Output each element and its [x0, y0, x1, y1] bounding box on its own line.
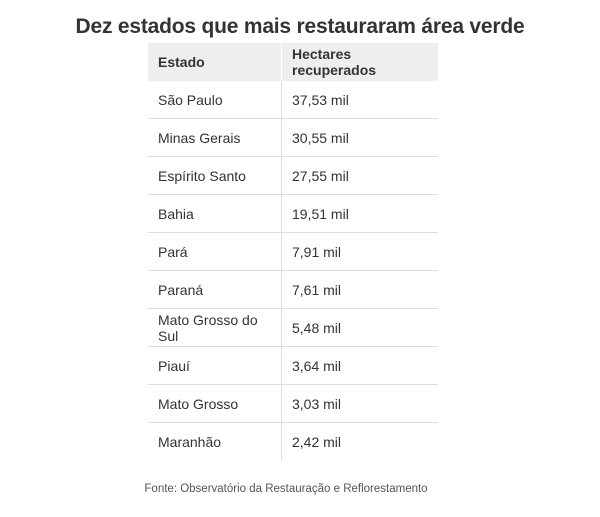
cell-estado: Mato Grosso	[148, 384, 282, 423]
cell-hectares: 3,03 mil	[281, 384, 438, 423]
chart-title: Dez estados que mais restauraram área ve…	[75, 15, 525, 38]
cell-hectares: 27,55 mil	[281, 156, 438, 195]
table-row: Paraná 7,61 mil	[148, 270, 438, 309]
table-row: Maranhão 2,42 mil	[148, 422, 438, 460]
table-row: Mato Grosso 3,03 mil	[148, 384, 438, 423]
cell-estado: Espírito Santo	[148, 156, 282, 195]
cell-estado: Pará	[148, 232, 282, 271]
cell-estado: São Paulo	[148, 81, 282, 119]
table-row: Bahia 19,51 mil	[148, 194, 438, 233]
cell-hectares: 2,42 mil	[281, 422, 438, 460]
cell-hectares: 5,48 mil	[281, 308, 438, 347]
cell-hectares: 7,61 mil	[281, 270, 438, 309]
cell-hectares: 30,55 mil	[281, 118, 438, 157]
table-header-row: Estado Hectares recuperados	[148, 43, 438, 81]
column-header-hectares: Hectares recuperados	[281, 43, 438, 81]
cell-estado: Mato Grosso do Sul	[148, 308, 282, 347]
cell-hectares: 7,91 mil	[281, 232, 438, 271]
column-header-estado: Estado	[148, 43, 282, 81]
table-row: Pará 7,91 mil	[148, 232, 438, 271]
table-row: São Paulo 37,53 mil	[148, 81, 438, 119]
source-note: Fonte: Observatório da Restauração e Ref…	[144, 483, 428, 495]
cell-estado: Maranhão	[158, 433, 222, 450]
cell-hectares: 3,64 mil	[281, 346, 438, 385]
table-row: Espírito Santo 27,55 mil	[148, 156, 438, 195]
cell-estado: Piauí	[148, 346, 282, 385]
data-table: Estado Hectares recuperados São Paulo 37…	[148, 43, 438, 460]
table-row: Minas Gerais 30,55 mil	[148, 118, 438, 157]
cell-estado: Minas Gerais	[148, 118, 282, 157]
table-row: Piauí 3,64 mil	[148, 346, 438, 385]
cell-estado: Bahia	[148, 194, 282, 233]
table-row: Mato Grosso do Sul 5,48 mil	[148, 308, 438, 347]
cell-estado: Paraná	[148, 270, 282, 309]
cell-hectares: 19,51 mil	[281, 194, 438, 233]
cell-hectares: 37,53 mil	[281, 81, 438, 119]
